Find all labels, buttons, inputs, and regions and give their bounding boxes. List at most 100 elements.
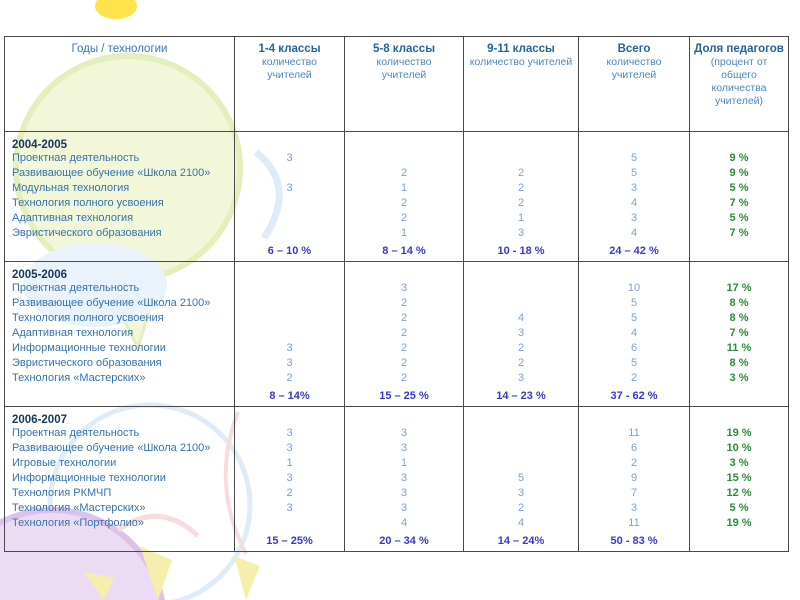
percent-value: 10 % xyxy=(689,440,789,456)
column-header-total: Всего количество учителей xyxy=(578,36,690,132)
column-title: 9-11 классы xyxy=(487,43,555,55)
total-range: 8 – 14% xyxy=(234,385,345,407)
count-value xyxy=(234,195,345,211)
total-range: 14 – 23 % xyxy=(463,385,579,407)
year-row: 2005-2006 xyxy=(4,261,789,281)
empty-cell xyxy=(463,261,579,281)
count-value: 5 xyxy=(578,295,690,311)
count-value: 2 xyxy=(463,355,579,371)
technology-name: Информационные технологии xyxy=(4,340,235,356)
percent-value: 3 % xyxy=(689,455,789,471)
count-value: 6 xyxy=(578,440,690,456)
totals-row: 15 – 25% 20 – 34 % 14 – 24% 50 - 83 % xyxy=(4,530,789,552)
count-value: 3 xyxy=(578,210,690,226)
count-value: 2 xyxy=(344,210,464,226)
year-row: 2004-2005 xyxy=(4,131,789,151)
technology-row: Технология «Мастерских» 2 2 3 2 3 % xyxy=(4,370,789,386)
count-value: 3 xyxy=(463,485,579,501)
empty-cell xyxy=(234,406,345,426)
total-range: 20 – 34 % xyxy=(344,530,464,552)
count-value: 2 xyxy=(463,180,579,196)
count-value: 3 xyxy=(234,440,345,456)
count-value xyxy=(234,165,345,181)
percent-value: 5 % xyxy=(689,180,789,196)
technology-row: Адаптивная технология 2 1 3 5 % xyxy=(4,210,789,226)
column-header-years-technologies: Годы / технологии xyxy=(4,36,235,132)
empty-cell xyxy=(463,406,579,426)
count-value: 2 xyxy=(463,195,579,211)
totals-row: 8 – 14% 15 – 25 % 14 – 23 % 37 - 62 % xyxy=(4,385,789,407)
technology-name: Развивающее обучение «Школа 2100» xyxy=(4,440,235,456)
technology-row: Технология полного усвоения 2 4 5 8 % xyxy=(4,310,789,326)
count-value: 2 xyxy=(463,500,579,516)
empty-cell xyxy=(463,131,579,151)
column-title: Годы / технологии xyxy=(71,43,168,55)
column-title: Всего xyxy=(617,43,651,55)
count-value: 2 xyxy=(344,165,464,181)
total-range: 6 – 10 % xyxy=(234,240,345,262)
header-row: Годы / технологии 1-4 классы количество … xyxy=(4,36,789,132)
count-value: 7 xyxy=(578,485,690,501)
column-subtitle: количество учителей xyxy=(262,56,317,82)
count-value xyxy=(234,325,345,341)
count-value xyxy=(463,455,579,471)
count-value: 2 xyxy=(234,485,345,501)
column-header-grades-9-11: 9-11 классы количество учителей xyxy=(463,36,579,132)
count-value: 4 xyxy=(578,225,690,241)
column-subtitle: количество учителей xyxy=(606,56,662,82)
technology-name: Проектная деятельность xyxy=(4,280,235,296)
year-label: 2005-2006 xyxy=(4,261,235,281)
count-value: 1 xyxy=(344,455,464,471)
year-label: 2006-2007 xyxy=(4,406,235,426)
percent-value: 7 % xyxy=(689,195,789,211)
technology-name: Игровые технологии xyxy=(4,455,235,471)
column-header-grades-5-8: 5-8 классы количество учителей xyxy=(344,36,464,132)
count-value: 2 xyxy=(344,340,464,356)
count-value: 2 xyxy=(463,165,579,181)
count-value: 1 xyxy=(344,225,464,241)
count-value: 9 xyxy=(578,470,690,486)
count-value: 2 xyxy=(344,370,464,386)
count-value: 6 xyxy=(578,340,690,356)
technology-name: Развивающее обучение «Школа 2100» xyxy=(4,165,235,181)
technology-row: Проектная деятельность 3 3 11 19 % xyxy=(4,425,789,441)
column-subtitle: (процент от общего количества учителей) xyxy=(710,56,768,108)
technology-row: Информационные технологии 3 2 2 6 11 % xyxy=(4,340,789,356)
technology-name: Модульная технология xyxy=(4,180,235,196)
percent-value: 17 % xyxy=(689,280,789,296)
technology-row: Модульная технология 3 1 2 3 5 % xyxy=(4,180,789,196)
technology-row: Игровые технологии 1 1 2 3 % xyxy=(4,455,789,471)
technology-row: Проектная деятельность 3 5 9 % xyxy=(4,150,789,166)
technology-name: Эвристического образования xyxy=(4,355,235,371)
count-value: 2 xyxy=(344,325,464,341)
count-value: 3 xyxy=(234,425,345,441)
empty-cell xyxy=(689,261,789,281)
empty-cell xyxy=(578,406,690,426)
technology-name: Проектная деятельность xyxy=(4,425,235,441)
empty-cell xyxy=(578,261,690,281)
empty-cell xyxy=(4,385,235,407)
count-value: 3 xyxy=(344,425,464,441)
percent-value: 7 % xyxy=(689,325,789,341)
count-value: 10 xyxy=(578,280,690,296)
count-value: 3 xyxy=(234,500,345,516)
empty-cell xyxy=(689,131,789,151)
column-title: Доля педагогов xyxy=(694,43,784,55)
count-value: 3 xyxy=(234,340,345,356)
count-value: 4 xyxy=(463,310,579,326)
count-value: 3 xyxy=(578,500,690,516)
count-value: 2 xyxy=(344,355,464,371)
count-value: 3 xyxy=(578,180,690,196)
technology-name: Адаптивная технология xyxy=(4,210,235,226)
count-value: 2 xyxy=(578,370,690,386)
technology-name: Технология «Мастерских» xyxy=(4,500,235,516)
count-value: 11 xyxy=(578,425,690,441)
teachers-technologies-table: Годы / технологии 1-4 классы количество … xyxy=(4,36,789,552)
count-value: 3 xyxy=(344,280,464,296)
technology-name: Развивающее обучение «Школа 2100» xyxy=(4,295,235,311)
count-value xyxy=(234,225,345,241)
percent-value: 5 % xyxy=(689,210,789,226)
total-range: 24 – 42 % xyxy=(578,240,690,262)
percent-value: 11 % xyxy=(689,340,789,356)
total-range: 10 - 18 % xyxy=(463,240,579,262)
